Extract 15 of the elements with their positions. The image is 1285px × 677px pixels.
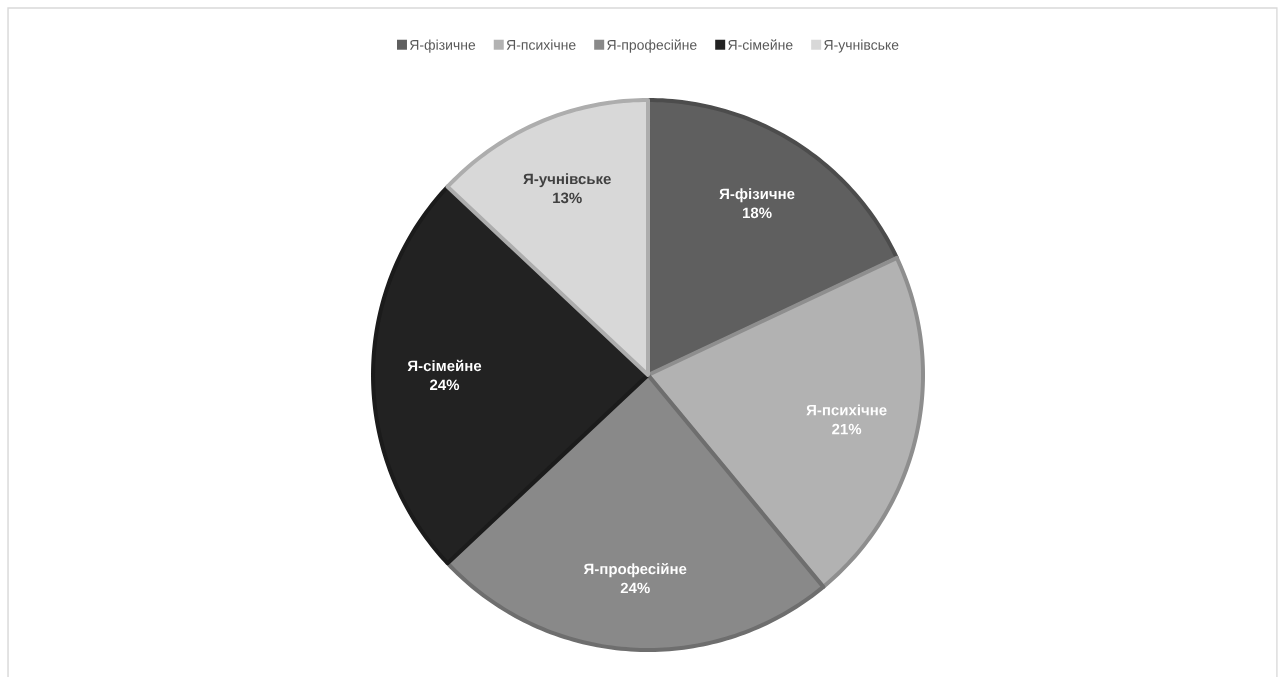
data-label: 18% [742,207,772,219]
data-label: 13% [553,192,582,204]
slice-label: Я-професійне [583,562,687,578]
data-label: 21% [832,423,862,435]
slice-label: Я-фізичне [719,188,795,203]
legend-label: Я-сімейне [728,39,793,50]
legend-label: Я-фізичне [409,39,476,53]
legend-label: Я-учнівське [824,39,899,53]
data-label: 24% [620,582,650,594]
slice-label: Я-учнівське [523,173,611,188]
slice-label: Я-психічне [806,404,887,416]
slice-label: Я-сімейне [407,359,482,372]
legend-label: Я-психічне [506,39,576,50]
legend-label: Я-професійне [607,39,697,53]
data-label: 24% [430,379,460,391]
